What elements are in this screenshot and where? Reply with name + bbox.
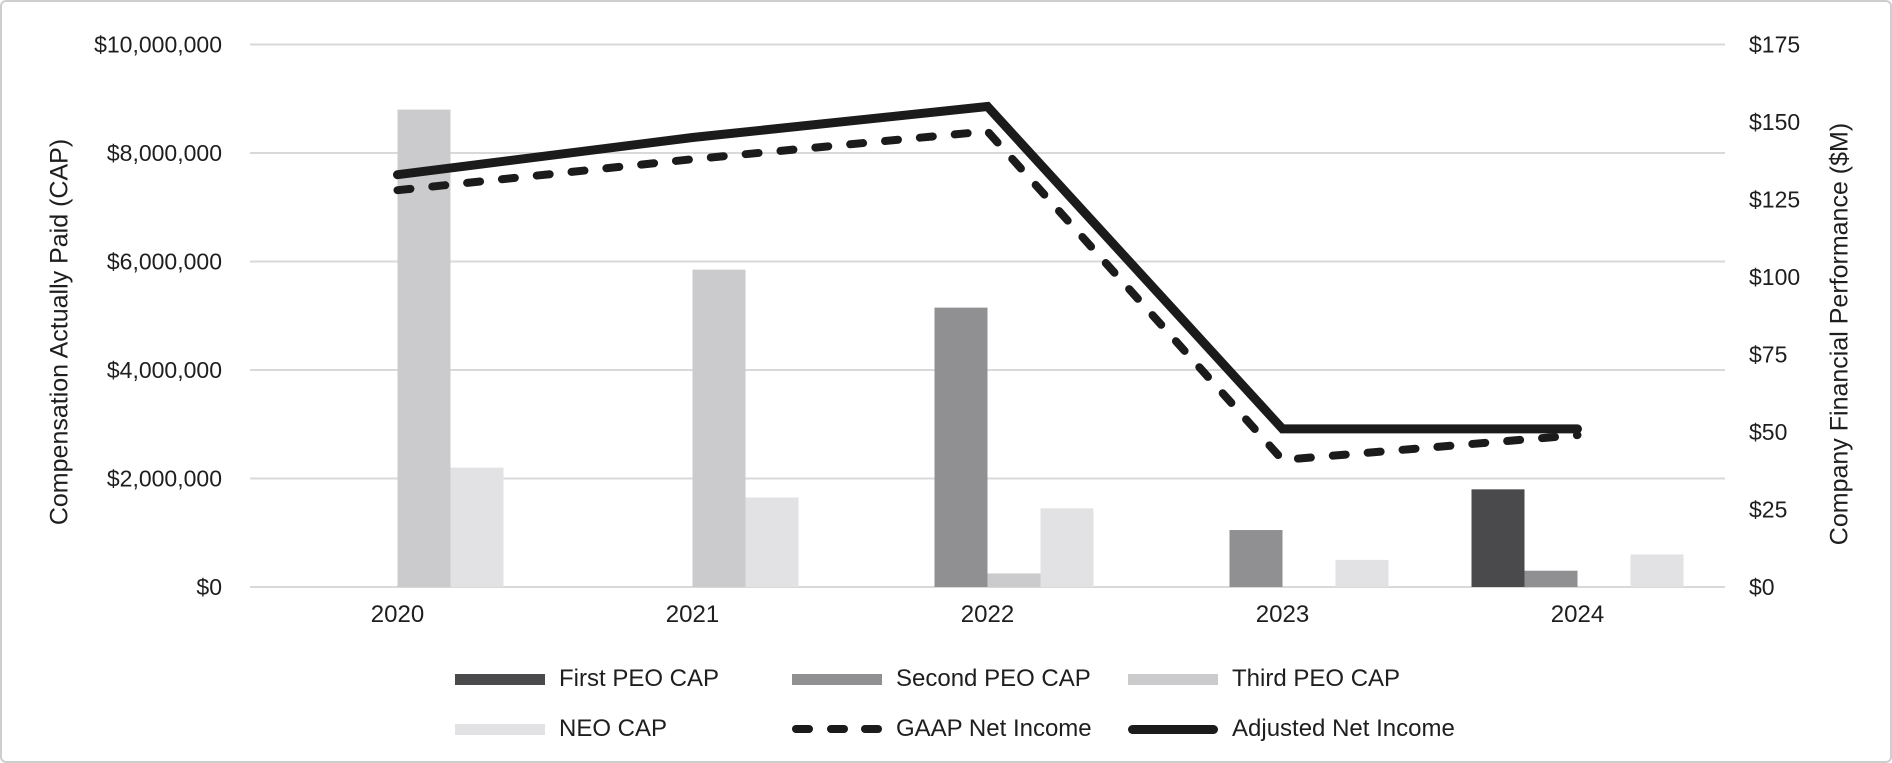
bar-second-peo-cap-2023 (1229, 530, 1283, 587)
right-axis-title: Company Financial Performance ($M) (1825, 122, 1854, 546)
y-axis-tick-right: $25 (1749, 497, 1787, 523)
bar-neo-cap-2022 (1040, 508, 1094, 587)
bar-first-peo-cap-2024 (1471, 489, 1525, 587)
legend-swatch-first-peo-cap (455, 673, 545, 685)
bar-third-peo-cap-2021 (692, 269, 746, 587)
y-axis-tick-right: $50 (1749, 419, 1787, 445)
y-axis-tick-right: $75 (1749, 342, 1787, 368)
y-axis-tick-left: $6,000,000 (107, 249, 222, 275)
y-axis-tick-right: $150 (1749, 109, 1800, 135)
y-axis-tick-left: $10,000,000 (94, 32, 222, 58)
legend-label-gaap-net-income: GAAP Net Income (896, 715, 1092, 742)
bar-third-peo-cap-2022 (987, 573, 1041, 587)
x-axis-label: 2020 (371, 601, 424, 628)
legend-label-neo-cap: NEO CAP (559, 715, 668, 742)
y-axis-tick-left: $2,000,000 (107, 466, 222, 492)
legend-swatch-third-peo-cap (1128, 673, 1218, 685)
legend-marker-gaap-net-income (792, 725, 882, 733)
legend-item-first-peo-cap: First PEO CAP (455, 666, 719, 692)
bar-neo-cap-2020 (450, 467, 504, 587)
x-axis-label: 2024 (1551, 601, 1604, 628)
legend-label-third-peo-cap: Third PEO CAP (1232, 665, 1401, 692)
y-axis-tick-left: $4,000,000 (107, 357, 222, 383)
bar-second-peo-cap-2022 (934, 307, 988, 587)
bar-second-peo-cap-2024 (1524, 570, 1578, 587)
x-axis-label: 2021 (666, 601, 719, 628)
bar-third-peo-cap-2020 (397, 109, 451, 587)
legend-item-second-peo-cap: Second PEO CAP (792, 666, 1091, 692)
y-axis-tick-right: $175 (1749, 32, 1800, 58)
bar-neo-cap-2021 (745, 497, 799, 587)
legend-item-third-peo-cap: Third PEO CAP (1128, 666, 1400, 692)
y-axis-tick-left: $8,000,000 (107, 140, 222, 166)
legend-label-adjusted-net-income: Adjusted Net Income (1232, 715, 1455, 742)
legend-label-first-peo-cap: First PEO CAP (559, 665, 720, 692)
legend-item-gaap-net-income: GAAP Net Income (792, 716, 1092, 742)
legend-swatch-neo-cap (455, 723, 545, 735)
x-axis-label: 2023 (1256, 601, 1309, 628)
y-axis-tick-left: $0 (196, 574, 222, 600)
left-axis-title: Compensation Actually Paid (CAP) (45, 138, 74, 526)
y-axis-tick-right: $100 (1749, 264, 1800, 290)
bar-neo-cap-2024 (1630, 554, 1684, 587)
bar-neo-cap-2023 (1335, 559, 1389, 587)
x-axis-label: 2022 (961, 601, 1014, 628)
legend-item-adjusted-net-income: Adjusted Net Income (1128, 716, 1455, 742)
y-axis-tick-right: $0 (1749, 574, 1775, 600)
line-gaap-net-income (393, 127, 1582, 465)
legend-marker-adjusted-net-income (1128, 724, 1218, 734)
y-axis-tick-right: $125 (1749, 187, 1800, 213)
legend-item-neo-cap: NEO CAP (455, 716, 667, 742)
line-adjusted-net-income (393, 101, 1582, 434)
legend-label-second-peo-cap: Second PEO CAP (896, 665, 1091, 692)
legend-swatch-second-peo-cap (792, 673, 882, 685)
